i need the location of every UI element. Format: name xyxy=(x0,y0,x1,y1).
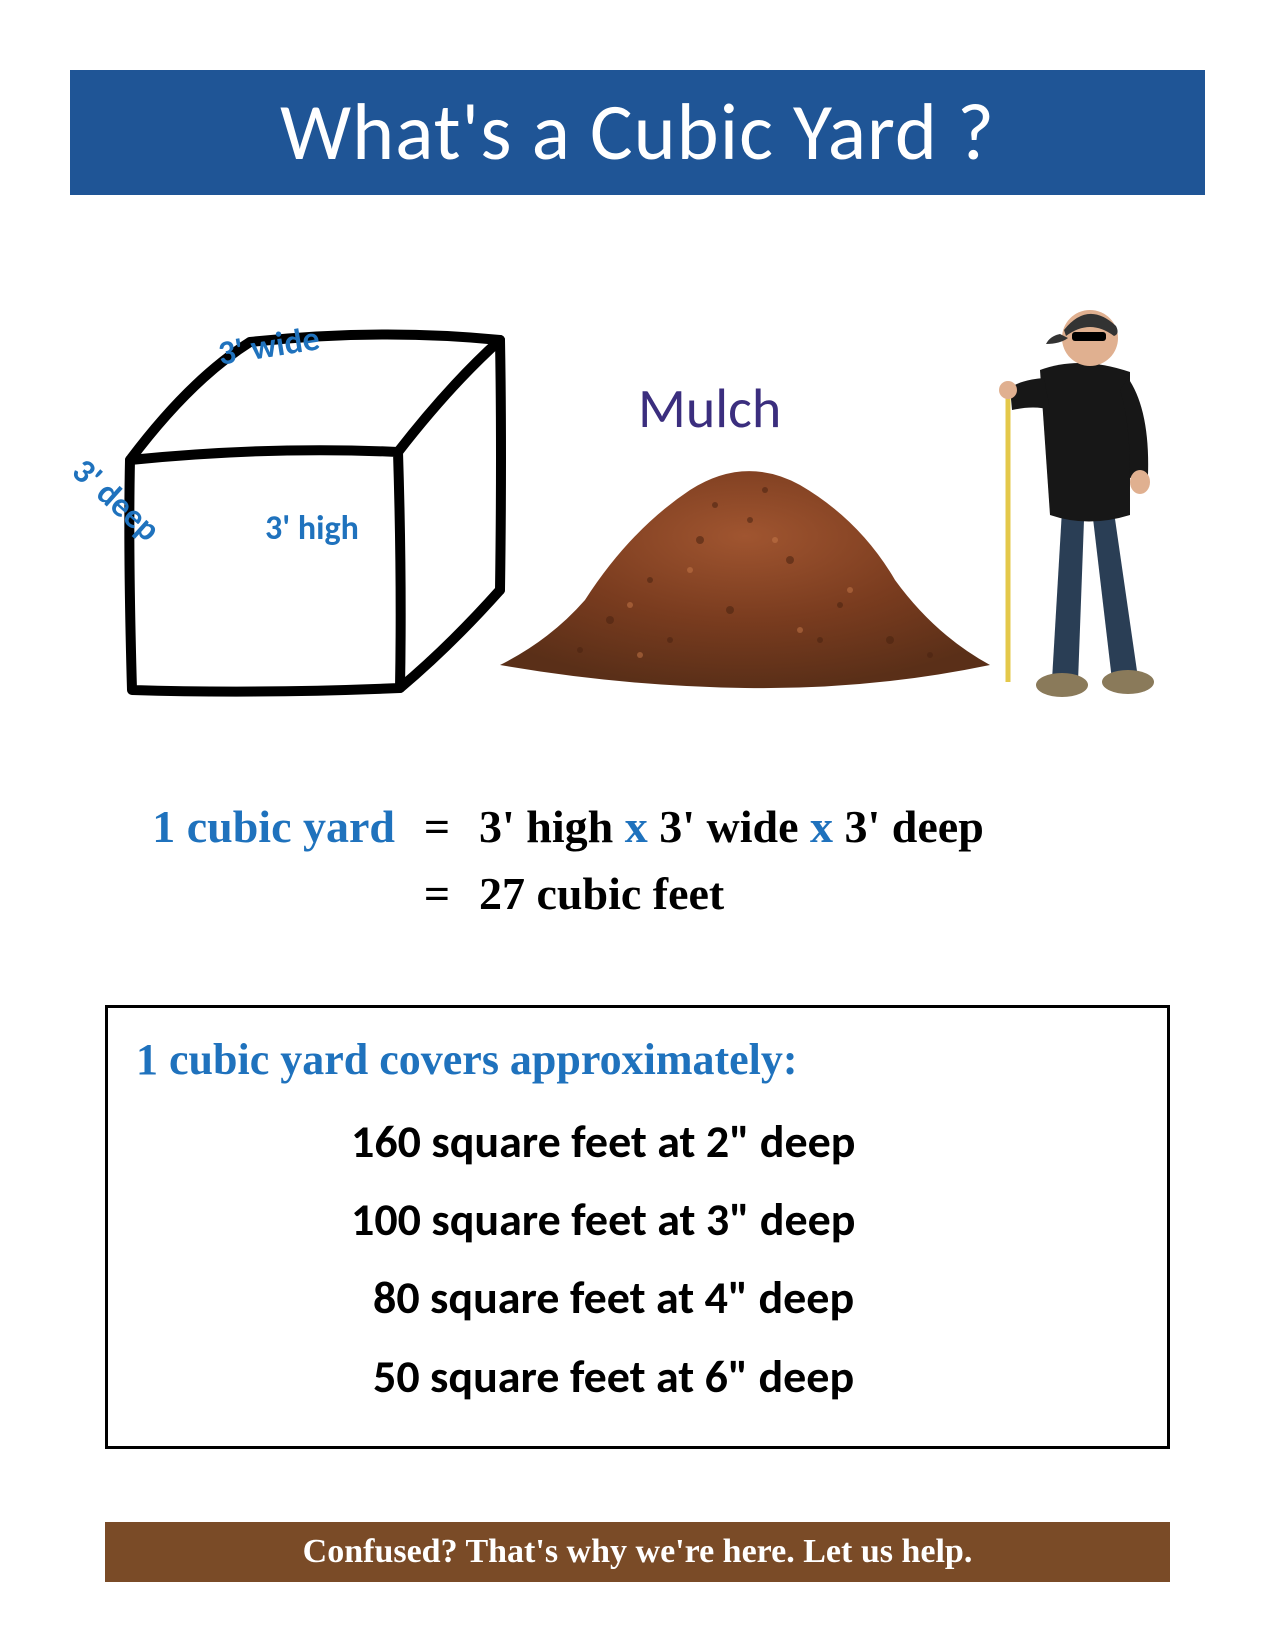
equals-sign: = xyxy=(407,867,467,920)
coverage-box: 1 cubic yard covers approximately: 160 s… xyxy=(105,1005,1170,1449)
coverage-item: 50 square feet at 6" deep xyxy=(136,1338,1139,1416)
coverage-item: 80 square feet at 4" deep xyxy=(136,1259,1139,1337)
person-icon xyxy=(980,260,1190,700)
coverage-title: 1 cubic yard covers approximately: xyxy=(136,1034,1139,1085)
illustration-area: 3' wide 3' high 3' deep Mulch xyxy=(70,260,1205,760)
eq-part: 3' deep xyxy=(845,801,984,852)
mulch-pile-icon xyxy=(490,430,1000,690)
equation-lhs: 1 cubic yard xyxy=(70,800,407,853)
equation-row-1: 1 cubic yard = 3' high x 3' wide x 3' de… xyxy=(70,800,1205,853)
equation-rhs-1: 3' high x 3' wide x 3' deep xyxy=(467,800,1205,853)
equation-block: 1 cubic yard = 3' high x 3' wide x 3' de… xyxy=(70,800,1205,934)
cube-diagram: 3' wide 3' high 3' deep xyxy=(70,290,530,730)
equation-rhs-2: 27 cubic feet xyxy=(467,867,1205,920)
equation-row-2: = 27 cubic feet xyxy=(70,867,1205,920)
footer-bar: Confused? That's why we're here. Let us … xyxy=(105,1522,1170,1582)
eq-part: 3' wide xyxy=(659,801,810,852)
eq-x: x xyxy=(625,801,660,852)
title-bar: What's a Cubic Yard ? xyxy=(70,70,1205,195)
coverage-item: 100 square feet at 3" deep xyxy=(136,1181,1139,1259)
eq-part: 3' high xyxy=(479,801,625,852)
cube-label-high: 3' high xyxy=(265,508,359,549)
eq-x: x xyxy=(810,801,845,852)
coverage-item: 160 square feet at 2" deep xyxy=(136,1103,1139,1181)
equals-sign: = xyxy=(407,800,467,853)
